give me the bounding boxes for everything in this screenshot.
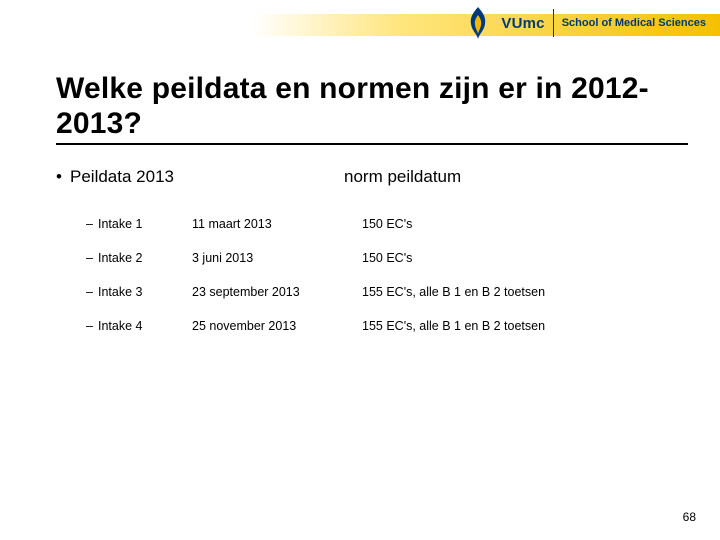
section-right-label: norm peildatum xyxy=(344,167,688,187)
brand-school-text: School of Medical Sciences xyxy=(562,17,706,29)
data-rows: –Intake 1 11 maart 2013 150 EC's –Intake… xyxy=(56,207,688,343)
dash-icon: – xyxy=(86,319,98,333)
row-date: 3 juni 2013 xyxy=(192,251,362,265)
row-date: 11 maart 2013 xyxy=(192,217,362,231)
row-label: Intake 2 xyxy=(98,251,142,265)
bullet-icon: • xyxy=(56,167,70,187)
row-date: 23 september 2013 xyxy=(192,285,362,299)
table-row: –Intake 1 11 maart 2013 150 EC's xyxy=(56,207,688,241)
page-number: 68 xyxy=(683,510,696,524)
row-norm: 150 EC's xyxy=(362,217,688,231)
table-row: –Intake 3 23 september 2013 155 EC's, al… xyxy=(56,275,688,309)
row-label: Intake 3 xyxy=(98,285,142,299)
flame-icon xyxy=(465,6,491,40)
slide-title: Welke peildata en normen zijn er in 2012… xyxy=(56,72,688,145)
table-row: –Intake 4 25 november 2013 155 EC's, all… xyxy=(56,309,688,343)
section-header-row: •Peildata 2013 norm peildatum xyxy=(56,167,688,187)
row-label: Intake 4 xyxy=(98,319,142,333)
header-bar: VUmc School of Medical Sciences xyxy=(0,0,720,52)
brand-vumc-text: VUmc xyxy=(501,15,544,32)
dash-icon: – xyxy=(86,251,98,265)
row-label: Intake 1 xyxy=(98,217,142,231)
peildata-label: Peildata 2013 xyxy=(70,167,174,186)
slide-content: Welke peildata en normen zijn er in 2012… xyxy=(56,72,688,343)
brand-block: VUmc School of Medical Sciences xyxy=(465,6,706,40)
row-date: 25 november 2013 xyxy=(192,319,362,333)
section-left-label: •Peildata 2013 xyxy=(56,167,344,187)
row-norm: 155 EC's, alle B 1 en B 2 toetsen xyxy=(362,319,688,333)
row-norm: 155 EC's, alle B 1 en B 2 toetsen xyxy=(362,285,688,299)
brand-divider xyxy=(553,9,554,37)
dash-icon: – xyxy=(86,217,98,231)
row-norm: 150 EC's xyxy=(362,251,688,265)
dash-icon: – xyxy=(86,285,98,299)
table-row: –Intake 2 3 juni 2013 150 EC's xyxy=(56,241,688,275)
